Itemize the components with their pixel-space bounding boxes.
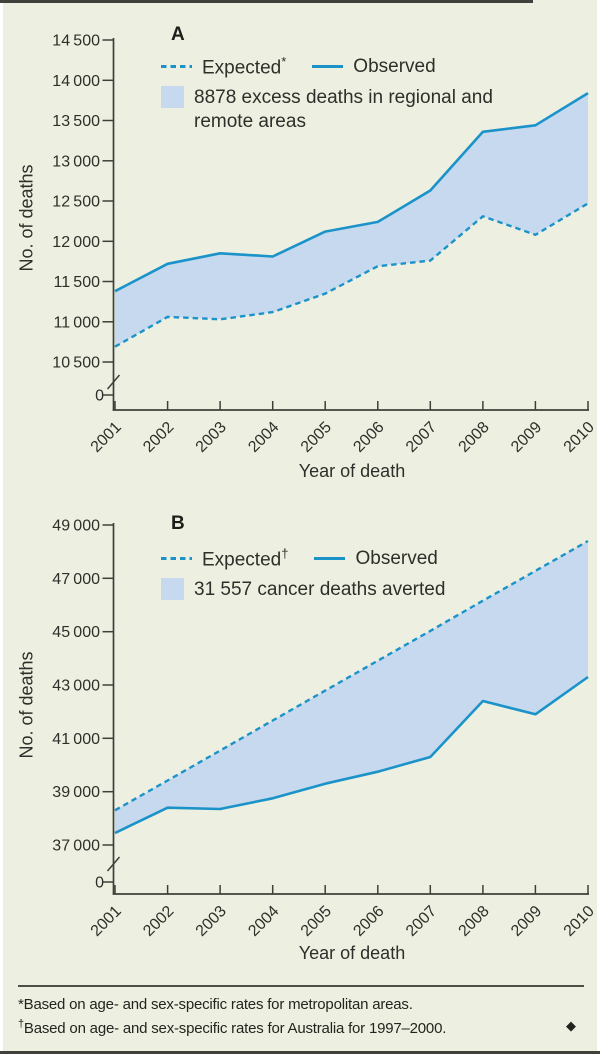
panel-a-legend-series-row: Expected* Observed — [161, 54, 524, 79]
y-tick-label: 13 000 — [52, 153, 100, 170]
y-zero-label: 0 — [95, 388, 104, 405]
panel-b-legend: Expected† Observed 31 557 cancer deaths … — [161, 546, 445, 602]
x-tick-label: 2007 — [403, 419, 440, 456]
footnote-asterisk-text: Based on age- and sex-specific rates for… — [23, 996, 413, 1013]
x-tick-label: 2004 — [245, 419, 282, 456]
footnote-dagger-text: Based on age- and sex-specific rates for… — [23, 1019, 447, 1037]
expected-legend-label: Expected† — [202, 546, 288, 571]
x-tick-label: 2002 — [140, 903, 177, 940]
observed-line-sample — [312, 65, 344, 68]
x-tick-label: 2003 — [193, 903, 230, 940]
excess-band-note: 8878 excess deaths in regional and remot… — [194, 87, 493, 133]
y-tick-label: 49 000 — [52, 518, 100, 535]
x-tick-label: 2001 — [88, 903, 125, 940]
averted-band-note: 31 557 cancer deaths averted — [194, 579, 446, 601]
y-tick-label: 37 000 — [52, 838, 100, 855]
footnote-metropolitan: *Based on age- and sex-specific rates fo… — [18, 995, 578, 1015]
difference-band-area — [115, 541, 588, 833]
x-tick-label: 2001 — [88, 419, 125, 456]
x-tick-label: 2003 — [193, 419, 230, 456]
expected-line — [114, 539, 589, 812]
x-tick-label: 2006 — [350, 903, 387, 940]
y-tick-label: 43 000 — [52, 678, 100, 695]
x-tick-label: 2007 — [403, 903, 440, 940]
footnote-divider — [18, 985, 584, 987]
expected-legend-label: Expected* — [202, 54, 286, 79]
top-rule — [0, 0, 533, 3]
x-tick-label: 2005 — [298, 903, 335, 940]
x-tick-label: 2004 — [245, 903, 282, 940]
excess-band-swatch — [161, 86, 184, 109]
y-tick-label: 12 500 — [52, 194, 100, 211]
expected-legend-marker: * — [281, 54, 287, 69]
footnote-asterisk-marker: * — [18, 996, 24, 1013]
panel-a-letter: A — [171, 24, 185, 45]
expected-line-sample — [161, 65, 192, 68]
panel-a-chart: 14 500 14 000 13 500 13 000 12 500 12 000 11 5… — [52, 33, 598, 456]
panel-b-chart: 49 000 47 000 45 000 43 000 41 000 39 000 37 0… — [52, 518, 598, 940]
panel-b-x-axis-title: Year of death — [298, 943, 406, 963]
y-tick-label: 41 000 — [52, 731, 100, 748]
y-axis-break — [106, 374, 121, 390]
difference-band-area — [115, 93, 588, 347]
x-tick-label: 2008 — [456, 419, 493, 456]
expected-line — [114, 202, 589, 348]
footnote-australia: †Based on age- and sex-specific rates fo… — [18, 1015, 578, 1039]
expected-legend-text: Expected — [202, 549, 282, 571]
y-tick-label: 45 000 — [52, 624, 100, 641]
bottom-rule — [0, 1051, 600, 1054]
panel-a-x-axis-title: Year of death — [298, 461, 406, 481]
expected-legend-marker: † — [281, 546, 289, 561]
expected-line-sample — [161, 557, 192, 560]
end-of-article-icon: ◆ — [566, 1018, 576, 1033]
x-tick-label: 2002 — [140, 419, 177, 456]
y-axis-break — [106, 856, 121, 872]
y-tick-label: 14 500 — [52, 33, 100, 50]
panel-b-legend-band-row: 31 557 cancer deaths averted — [161, 578, 445, 602]
x-tick-label: 2009 — [508, 419, 545, 456]
observed-line-sample — [314, 557, 346, 560]
panel-a-y-axis-title: No. of deaths — [16, 164, 37, 272]
observed-legend-label: Observed — [355, 547, 438, 569]
expected-legend-text: Expected — [202, 57, 282, 79]
y-zero-label: 0 — [95, 875, 104, 892]
x-tick-label: 2010 — [561, 903, 598, 940]
x-tick-label: 2008 — [456, 903, 493, 940]
y-tick-label: 10 500 — [52, 355, 100, 372]
observed-line — [114, 675, 589, 835]
panel-b-legend-series-row: Expected† Observed — [161, 546, 445, 571]
y-tick-label: 39 000 — [52, 784, 100, 801]
panel-a-legend-band-row: 8878 excess deaths in regional and remot… — [161, 86, 524, 134]
y-tick-label: 14 000 — [52, 73, 100, 90]
x-tick-label: 2006 — [350, 419, 387, 456]
footnote-dagger-marker: † — [18, 1017, 24, 1030]
x-tick-label: 2010 — [561, 419, 598, 456]
y-tick-label: 13 500 — [52, 113, 100, 130]
averted-band-swatch — [161, 578, 184, 601]
y-tick-label: 11 500 — [53, 274, 100, 291]
y-tick-label: 11 000 — [53, 314, 100, 331]
observed-line — [114, 91, 589, 293]
y-tick-label: 47 000 — [52, 571, 100, 588]
panel-a-legend: Expected* Observed 8878 excess deaths in… — [161, 54, 524, 134]
footnotes: *Based on age- and sex-specific rates fo… — [18, 995, 578, 1038]
x-tick-label: 2005 — [298, 419, 335, 456]
panel-b-y-axis-title: No. of deaths — [16, 651, 37, 759]
x-tick-label: 2009 — [508, 903, 545, 940]
observed-legend-label: Observed — [353, 55, 436, 77]
y-tick-label: 12 000 — [52, 234, 100, 251]
panel-b-letter: B — [171, 513, 185, 534]
